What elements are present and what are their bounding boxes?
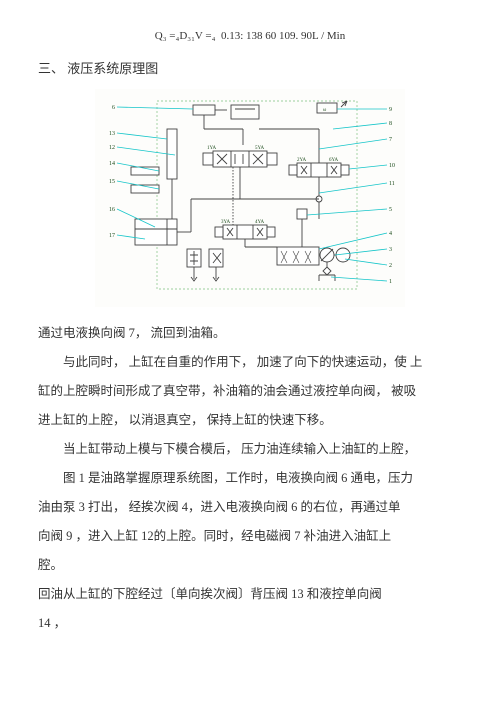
valve-label-1ya: 1YA — [207, 146, 217, 151]
formula-line: Q₃ =₄D₃₁V =₄ 0.13: 138 60 109. 90L / Min — [38, 30, 462, 42]
leader-label-r9: 1 — [389, 279, 392, 285]
valve-label-2ya: 2YA — [297, 158, 307, 163]
leader-label-l1: 13 — [109, 131, 115, 137]
paragraph-3: 当上缸带动上模与下模合模后， 压力油连续输入上油缸的上腔， — [38, 437, 462, 462]
leader-label-l5: 16 — [109, 207, 115, 213]
paragraph-5b: 14 ， — [38, 611, 462, 636]
leader-label-r2: 7 — [389, 137, 392, 143]
paragraph-4a: 图 1 是油路掌握原理系统图，工作时，电液换向阀 6 通电，压力 — [38, 466, 462, 491]
leader-label-r7: 3 — [389, 247, 392, 253]
paragraph-2a: 与此同时， 上缸在自重的作用下， 加速了向下的快速运动，使 上 — [38, 350, 462, 375]
valve-label-6ya: 6YA — [329, 158, 339, 163]
leader-label-r4: 11 — [389, 181, 395, 187]
leader-label-l3: 14 — [109, 161, 115, 167]
valve-label-3ya: 3YA — [221, 220, 231, 225]
paragraph-4b: 油由泵 3 打出， 经挨次阀 4，进入电液换向阀 6 的右位，再通过单 — [38, 495, 462, 520]
schematic-svg: ω — [95, 89, 405, 307]
leader-label-r3: 10 — [389, 163, 395, 169]
paragraph-1: 通过电液换向阀 7， 流回到油箱。 — [38, 321, 462, 346]
leader-label-l4: 15 — [109, 179, 115, 185]
leader-label-r5: 5 — [389, 207, 392, 213]
leader-label-l0: 6 — [112, 105, 115, 111]
leader-label-r1: 8 — [389, 121, 392, 127]
hydraulic-schematic-diagram: ω — [95, 89, 405, 307]
paragraph-4c: 向阀 9 ，进入上缸 12的上腔。同时，经电磁阀 7 补油进入油缸上 — [38, 524, 462, 549]
paragraph-5a: 回油从上缸的下腔经过〔单向挨次阀〕背压阀 13 和液控单向阀 — [38, 582, 462, 607]
paragraph-2b: 缸的上腔瞬时间形成了真空带，补油箱的油会通过液控单向阀， 被吸 — [38, 379, 462, 404]
leader-label-l6: 17 — [109, 233, 115, 239]
paragraph-2c: 进上缸的上腔， 以消退真空， 保持上缸的快速下移。 — [38, 408, 462, 433]
leader-label-l2: 12 — [109, 145, 115, 151]
section-title: 三、 液压系统原理图 — [38, 58, 462, 77]
leader-label-r8: 2 — [389, 263, 392, 269]
leader-label-r0: 9 — [389, 107, 392, 113]
leader-label-r6: 4 — [389, 231, 392, 237]
svg-text:ω: ω — [323, 108, 327, 113]
valve-label-4ya: 4YA — [255, 220, 265, 225]
valve-label-5ya: 5YA — [255, 146, 265, 151]
paragraph-4d: 腔。 — [38, 553, 462, 578]
